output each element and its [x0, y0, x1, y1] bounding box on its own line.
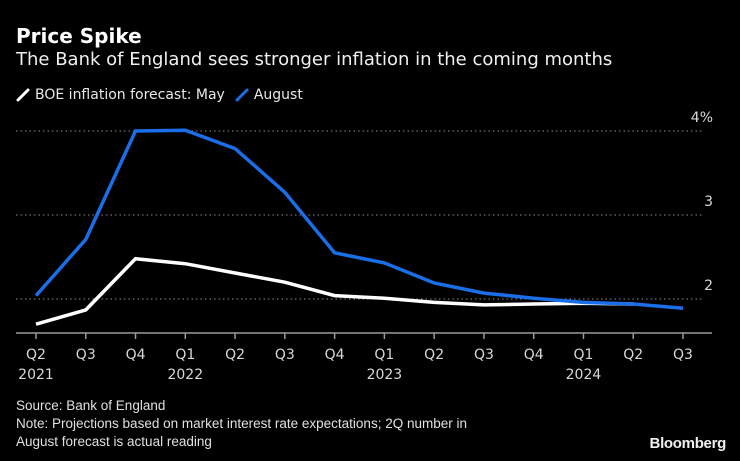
legend-label-may: BOE inflation forecast: May [35, 87, 225, 103]
note-line-2: August forecast is actual reading [16, 434, 212, 449]
y-tick-label-3: 3 [704, 194, 713, 210]
legend-swatch-may-icon [16, 88, 30, 102]
chart-title: Price Spike [16, 24, 142, 48]
x-tick-label-year: 2023 [367, 367, 403, 383]
x-tick-label-year: 2022 [167, 367, 203, 383]
x-tick-label-quarter: Q4 [325, 347, 345, 363]
legend-label-august: August [253, 87, 303, 103]
legend-swatch-august-icon [235, 88, 249, 102]
x-axis-ticks: Q2 2021 Q3 Q4 Q1 2022 Q2 Q3 Q4 Q1 2023 Q2 Q3 Q4 Q1 2024… [18, 333, 693, 383]
y-axis-labels: 2 3 4% [691, 110, 713, 294]
x-tick-label-quarter: Q3 [673, 347, 693, 363]
x-tick-label-quarter: Q1 [374, 347, 394, 363]
chart-subtitle: The Bank of England sees stronger inflat… [16, 49, 613, 70]
x-tick-label-year: 2024 [566, 367, 602, 383]
legend-item-august: August [235, 87, 303, 103]
footer-notes: Source: Bank of England Note: Projection… [16, 397, 467, 451]
x-tick-label-quarter: Q2 [623, 347, 643, 363]
x-tick-label-quarter: Q1 [175, 347, 195, 363]
x-tick-label-quarter: Q2 [424, 347, 444, 363]
x-tick-label-quarter: Q2 [225, 347, 245, 363]
legend: BOE inflation forecast: May August [16, 87, 313, 103]
series-lines [34, 128, 684, 326]
gridlines [16, 130, 702, 300]
x-tick-label-quarter: Q3 [474, 347, 494, 363]
x-tick-label-quarter: Q4 [126, 347, 146, 363]
source-note: Source: Bank of England [16, 398, 166, 413]
bloomberg-logo: Bloomberg [649, 435, 727, 452]
x-tick-label-quarter: Q3 [76, 347, 96, 363]
note-line-1: Note: Projections based on market intere… [16, 416, 467, 431]
y-tick-label-2: 2 [704, 278, 713, 294]
x-tick-label-year: 2021 [18, 367, 54, 383]
y-tick-label-4: 4% [691, 110, 713, 126]
series-line-may [35, 256, 634, 326]
x-tick-label-quarter: Q3 [275, 347, 295, 363]
x-tick-label-quarter: Q1 [573, 347, 593, 363]
x-tick-label-quarter: Q4 [524, 347, 544, 363]
series-line-august [34, 128, 684, 310]
legend-item-may: BOE inflation forecast: May [16, 87, 225, 103]
x-tick-label-quarter: Q2 [26, 347, 46, 363]
